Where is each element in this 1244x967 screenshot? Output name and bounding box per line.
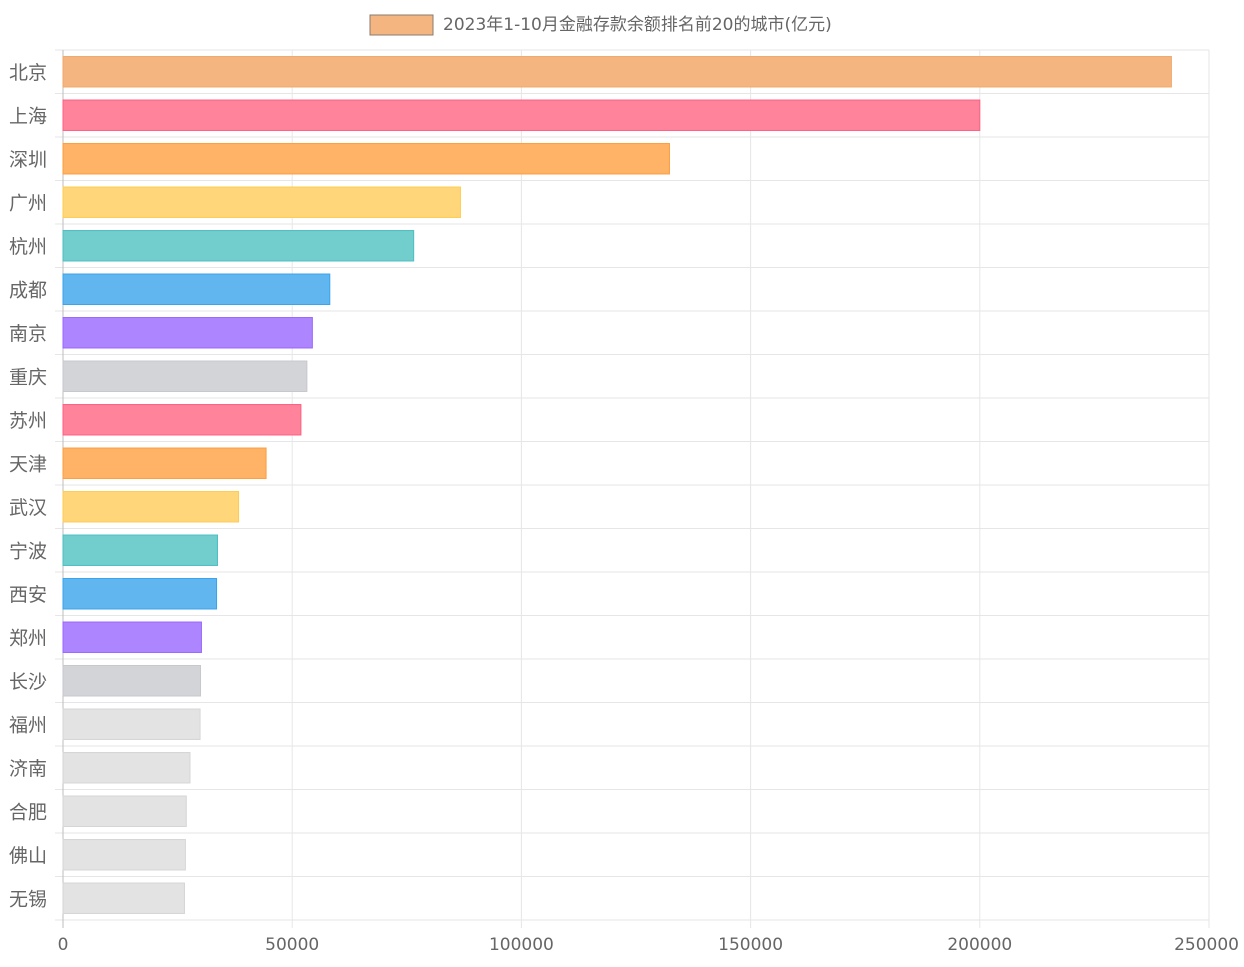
y-tick-label: 宁波 — [9, 540, 47, 562]
bar-6[interactable] — [62, 317, 313, 349]
legend-swatch — [369, 14, 434, 36]
bar-4[interactable] — [62, 230, 415, 262]
y-tick-label: 南京 — [9, 323, 47, 345]
bar-1[interactable] — [62, 99, 981, 131]
y-tick-label: 成都 — [9, 279, 47, 301]
x-tick-label: 150000 — [718, 935, 783, 955]
bar-5[interactable] — [62, 273, 331, 305]
bar-17[interactable] — [62, 795, 187, 827]
grid-lines — [55, 49, 1210, 928]
y-tick-label: 上海 — [9, 105, 47, 127]
bar-2[interactable] — [62, 143, 670, 175]
x-tick-label: 100000 — [489, 935, 554, 955]
y-tick-label: 杭州 — [9, 236, 47, 258]
bar-19[interactable] — [62, 882, 185, 914]
x-tick-label: 50000 — [265, 935, 319, 955]
x-tick-label: 250000 — [1174, 935, 1239, 955]
y-tick-label: 佛山 — [9, 845, 47, 867]
y-tick-label: 合肥 — [9, 801, 47, 823]
y-tick-label: 郑州 — [9, 627, 47, 649]
y-tick-label: 苏州 — [9, 410, 47, 432]
legend[interactable]: 2023年1-10月金融存款余额排名前20的城市(亿元) — [369, 14, 832, 36]
bar-11[interactable] — [62, 534, 218, 566]
bar-18[interactable] — [62, 839, 186, 871]
bars — [62, 56, 1172, 914]
bar-9[interactable] — [62, 447, 267, 479]
bar-8[interactable] — [62, 404, 302, 436]
bar-10[interactable] — [62, 491, 240, 523]
y-tick-label: 济南 — [9, 758, 47, 780]
y-tick-label: 天津 — [9, 453, 47, 475]
bar-12[interactable] — [62, 578, 218, 610]
bar-16[interactable] — [62, 752, 191, 784]
bar-15[interactable] — [62, 708, 201, 740]
bar-3[interactable] — [62, 186, 461, 218]
bar-13[interactable] — [62, 621, 202, 653]
bar-7[interactable] — [62, 360, 308, 392]
x-axis-labels: 0 50000 100000 150000 200000 250000 — [58, 935, 1239, 955]
x-tick-label: 0 — [58, 935, 69, 955]
y-tick-label: 北京 — [9, 62, 47, 84]
legend-label: 2023年1-10月金融存款余额排名前20的城市(亿元) — [443, 15, 832, 35]
y-tick-label: 长沙 — [9, 671, 47, 693]
y-tick-label: 武汉 — [9, 497, 47, 519]
y-tick-label: 重庆 — [9, 366, 47, 388]
y-tick-label: 西安 — [9, 584, 47, 606]
y-tick-label: 无锡 — [9, 888, 47, 910]
y-tick-label: 福州 — [9, 714, 47, 736]
bar-14[interactable] — [62, 665, 202, 697]
y-tick-label: 广州 — [9, 192, 47, 214]
bar-0[interactable] — [62, 56, 1172, 88]
y-tick-label: 深圳 — [9, 149, 47, 171]
x-tick-label: 200000 — [947, 935, 1012, 955]
